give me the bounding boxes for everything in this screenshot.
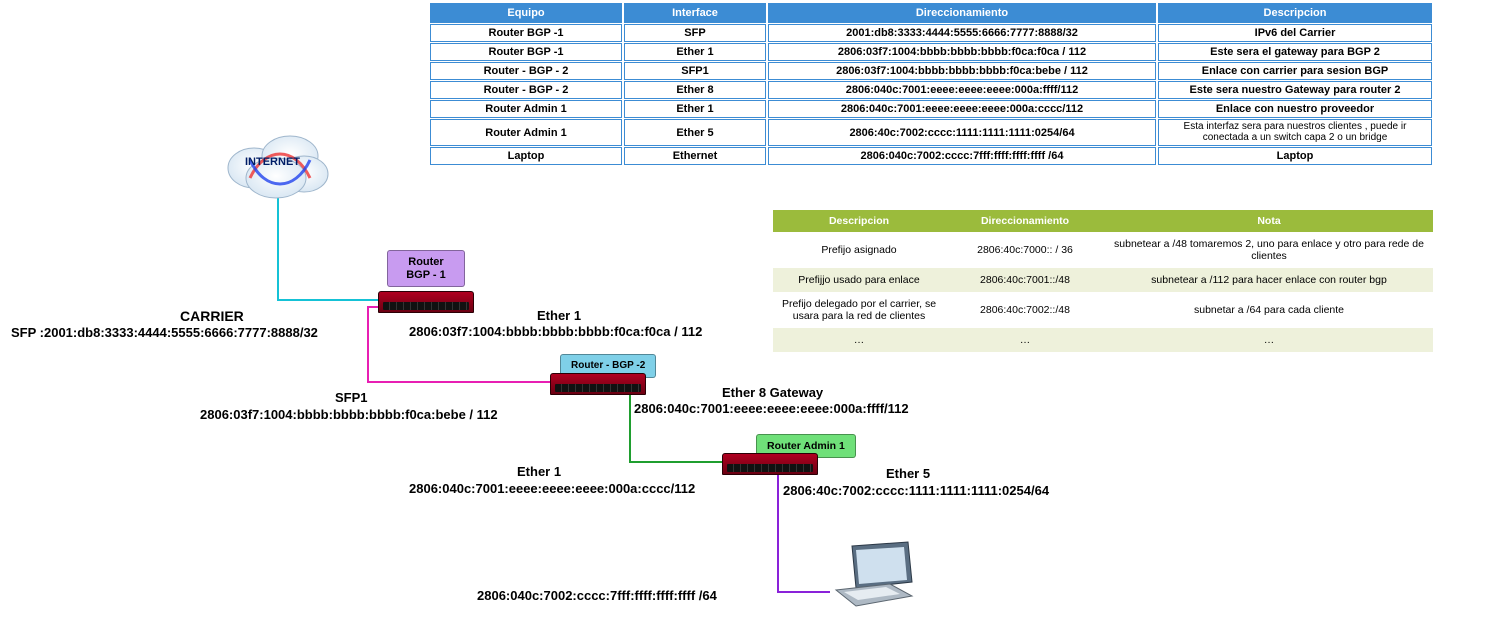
eth8-title: Ether 8 Gateway [722, 385, 823, 400]
internet-label: INTERNET [245, 156, 300, 168]
router-bgp2-icon [550, 373, 646, 395]
bgp1-eth1-title: Ether 1 [537, 308, 581, 323]
admin-eth1-title: Ether 1 [517, 464, 561, 479]
carrier-sfp: SFP :2001:db8:3333:4444:5555:6666:7777:8… [11, 325, 318, 340]
sfp1-addr: 2806:03f7:1004:bbbb:bbbb:bbbb:f0ca:bebe … [200, 407, 498, 422]
laptop-icon [830, 540, 920, 610]
eth5-title: Ether 5 [886, 466, 930, 481]
router-bgp1-label: Router BGP - 1 [387, 250, 465, 287]
eth8-addr: 2806:040c:7001:eeee:eeee:eeee:000a:ffff/… [634, 401, 909, 416]
sfp1-title: SFP1 [335, 390, 368, 405]
admin-eth1-addr: 2806:040c:7001:eeee:eeee:eeee:000a:cccc/… [409, 481, 695, 496]
router-admin-icon [722, 453, 818, 475]
carrier-title: CARRIER [180, 308, 244, 324]
bgp1-eth1-addr: 2806:03f7:1004:bbbb:bbbb:bbbb:f0ca:f0ca … [409, 324, 702, 339]
laptop-addr: 2806:040c:7002:cccc:7fff:ffff:ffff:ffff … [477, 588, 717, 603]
router-bgp1-icon [378, 291, 474, 313]
eth5-addr: 2806:40c:7002:cccc:1111:1111:1111:0254/6… [783, 483, 1049, 498]
